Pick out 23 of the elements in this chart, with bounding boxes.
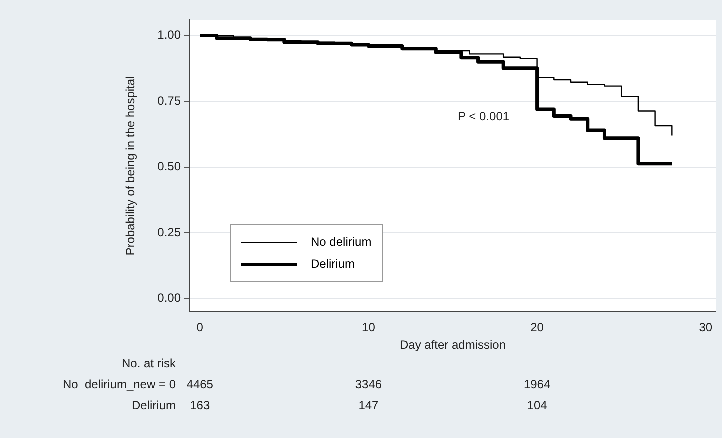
y-axis-title: Probability of being in the hospital xyxy=(124,76,138,256)
text: 104 xyxy=(527,398,548,412)
legend-label: No delirium xyxy=(311,235,372,249)
text: 163 xyxy=(190,398,210,412)
x-axis-title: Day after admission xyxy=(400,338,506,352)
x-tick-label: 0 xyxy=(196,320,204,335)
text: 1964 xyxy=(524,377,551,392)
x-tick-label: 30 xyxy=(699,320,713,335)
text: Delirium xyxy=(132,398,176,412)
text: 3346 xyxy=(355,377,382,392)
y-tick-label: 0.00 xyxy=(158,291,182,306)
text: No. at risk xyxy=(122,356,177,370)
annotation: P < 0.001 xyxy=(458,110,510,124)
x-tick-label: 10 xyxy=(362,320,376,335)
y-tick-label: 0.75 xyxy=(158,94,182,108)
x-tick-label: 20 xyxy=(530,320,544,335)
text: 147 xyxy=(358,398,380,412)
legend-label: Delirium xyxy=(311,257,356,271)
text: No delirium_new = 0 xyxy=(62,377,176,392)
y-tick-label: 1.00 xyxy=(158,28,182,42)
text: 4465 xyxy=(186,377,214,392)
y-tick-label: 0.50 xyxy=(158,160,182,174)
y-tick-label: 0.25 xyxy=(158,225,182,240)
